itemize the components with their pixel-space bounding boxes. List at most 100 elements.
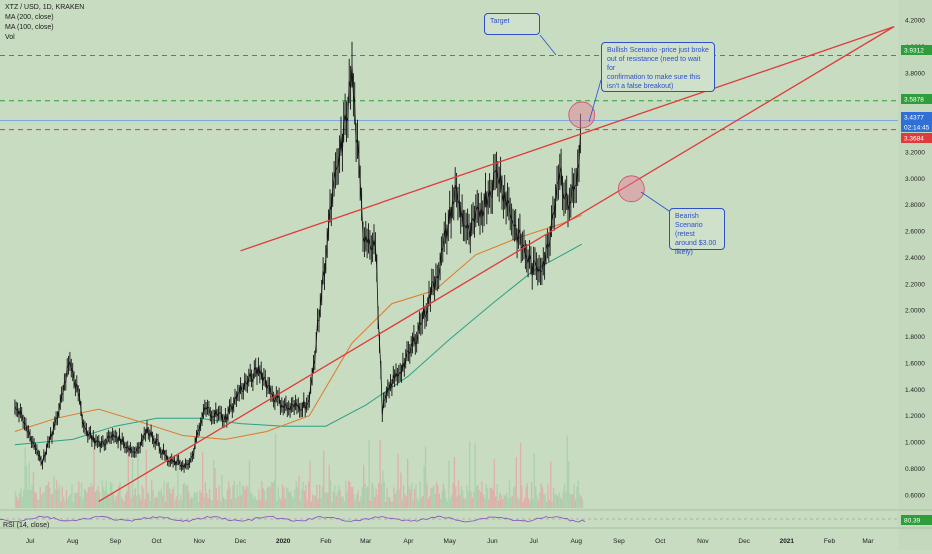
volume-bar [489, 487, 491, 508]
volume-bar [343, 501, 345, 508]
volume-bar [521, 485, 523, 508]
volume-bar [189, 499, 191, 508]
volume-bar [85, 490, 87, 508]
volume-bar [79, 496, 81, 508]
volume-bar [147, 492, 149, 508]
volume-bar [54, 489, 57, 508]
volume-bar [397, 454, 399, 508]
price-tag [901, 94, 932, 104]
volume-bar [184, 482, 186, 508]
volume-bar [404, 494, 406, 508]
time-tick-label: Mar [360, 538, 372, 545]
volume-bar [19, 493, 21, 508]
volume-bar [365, 488, 368, 508]
volume-bar [207, 498, 209, 508]
rsi-label: RSI (14, close) [3, 522, 50, 529]
volume-bar [513, 487, 515, 508]
volume-bar [546, 501, 548, 508]
volume-bar [144, 498, 146, 508]
volume-bar [284, 498, 286, 508]
time-tick-label: Oct [655, 538, 665, 545]
volume-bar [525, 487, 527, 508]
volume-bar [434, 493, 436, 508]
volume-bar [336, 491, 339, 508]
price-tick-label: 2.0000 [905, 308, 925, 315]
volume-bar [360, 496, 362, 508]
volume-bar [319, 484, 321, 508]
volume-bar [39, 487, 41, 508]
price-tick-label: 2.2000 [905, 281, 925, 288]
volume-bar [195, 493, 197, 508]
volume-bar [475, 486, 478, 508]
volume-bar [577, 480, 579, 508]
volume-bar [507, 497, 509, 508]
volume-bar [462, 490, 464, 508]
volume-bar [46, 485, 48, 508]
volume-bar [141, 485, 143, 508]
volume-bar [219, 501, 222, 508]
bullish-line-4: isn't a false breakout) [607, 83, 674, 90]
volume-bar [119, 482, 121, 508]
volume-bar [156, 497, 158, 508]
volume-bar [266, 487, 268, 508]
volume-bar [25, 465, 28, 508]
volume-bar [449, 498, 451, 508]
volume-bar [155, 496, 157, 508]
time-tick-label: Aug [570, 538, 582, 545]
volume-bar [409, 489, 412, 508]
volume-bar [306, 499, 308, 508]
volume-bar [197, 501, 200, 508]
volume-bar [486, 487, 489, 508]
volume-bar [151, 480, 153, 508]
volume-bar [537, 500, 540, 508]
price-tag [901, 45, 932, 55]
bullish-line-3: confirmation to make sure this [607, 74, 701, 81]
volume-bar [551, 501, 553, 508]
volume-bar [554, 495, 556, 508]
volume-bar [215, 488, 218, 508]
volume-bar [495, 496, 497, 508]
volume-bar [357, 490, 359, 508]
volume-bar [576, 486, 578, 508]
volume-bar [233, 480, 235, 508]
volume-bar [517, 497, 519, 508]
volume-bar [96, 489, 98, 508]
volume-bar [280, 499, 282, 508]
volume-bar [412, 500, 414, 508]
volume-bar [469, 441, 471, 508]
volume-bar [241, 485, 244, 508]
volume-bar [14, 491, 17, 508]
volume-bar [90, 482, 92, 508]
volume-bar [350, 487, 352, 508]
volume-bar [203, 497, 205, 508]
volume-bar [420, 497, 423, 508]
volume-bar [50, 494, 52, 508]
volume-bar [67, 498, 69, 508]
volume-bar [396, 490, 398, 508]
volume-bar [347, 480, 350, 508]
volume-bar [569, 494, 571, 508]
volume-bar [484, 498, 486, 508]
volume-bar [555, 493, 557, 508]
bearish-annotation[interactable]: Bearish Scenario (retest around $3.00 li… [669, 208, 725, 256]
volume-bar [464, 499, 467, 508]
chart-legend: XTZ / USD, 1D, KRAKEN MA (200, close) MA… [5, 3, 84, 43]
volume-bar [269, 487, 271, 508]
volume-bar [323, 450, 325, 508]
volume-bar [93, 447, 95, 508]
volume-bar [563, 484, 566, 508]
volume-bar [38, 500, 40, 508]
target-annotation[interactable]: Target [484, 13, 540, 35]
volume-bar [442, 483, 445, 508]
time-tick-label: 2021 [780, 538, 795, 545]
volume-bar [49, 487, 51, 508]
moving-average-line [14, 214, 582, 440]
volume-bar [69, 494, 72, 508]
bullish-annotation[interactable]: Bullish Scenario -price just broke out o… [601, 42, 715, 92]
volume-bar [440, 499, 442, 508]
volume-bar [390, 501, 392, 508]
volume-bar [532, 498, 534, 508]
volume-bar [261, 481, 263, 508]
